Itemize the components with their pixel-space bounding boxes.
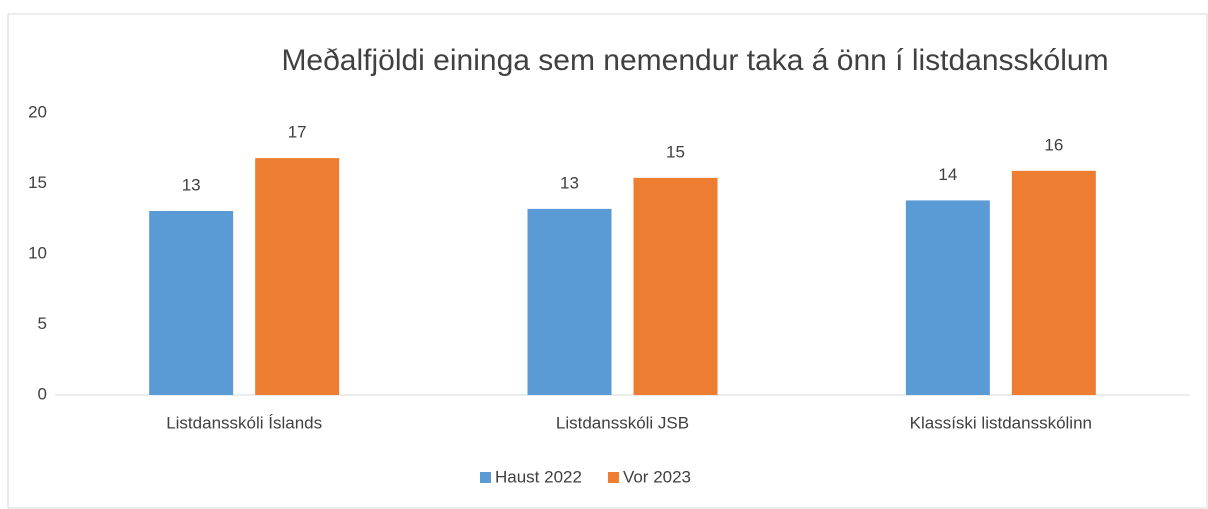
legend-swatch: [607, 472, 619, 483]
bar: [905, 200, 990, 395]
bar: [633, 177, 718, 395]
bar: [255, 158, 340, 395]
y-tick-label: 15: [28, 173, 47, 192]
y-tick-label: 20: [28, 102, 47, 121]
y-tick-label: 5: [38, 314, 47, 333]
bar: [1011, 170, 1096, 395]
bar: [149, 210, 234, 395]
data-label: 16: [1044, 135, 1063, 154]
legend-swatch: [480, 472, 491, 483]
x-tick-label: Listdansskóli Íslands: [166, 413, 322, 432]
x-tick-label: Klassíski listdansskólinn: [910, 413, 1092, 432]
x-tick-label: Listdansskóli JSB: [556, 413, 689, 432]
data-label: 13: [182, 175, 201, 194]
y-tick-label: 0: [38, 384, 47, 403]
data-label: 17: [288, 123, 307, 142]
data-label: 15: [666, 142, 685, 161]
legend-label: Haust 2022: [495, 467, 582, 486]
bar: [527, 208, 612, 395]
data-label: 14: [938, 165, 957, 184]
data-label: 13: [560, 173, 579, 192]
chart-title: Meðalfjöldi eininga sem nemendur taka á …: [281, 44, 1108, 77]
y-tick-label: 10: [28, 243, 47, 262]
legend-label: Vor 2023: [623, 467, 691, 486]
